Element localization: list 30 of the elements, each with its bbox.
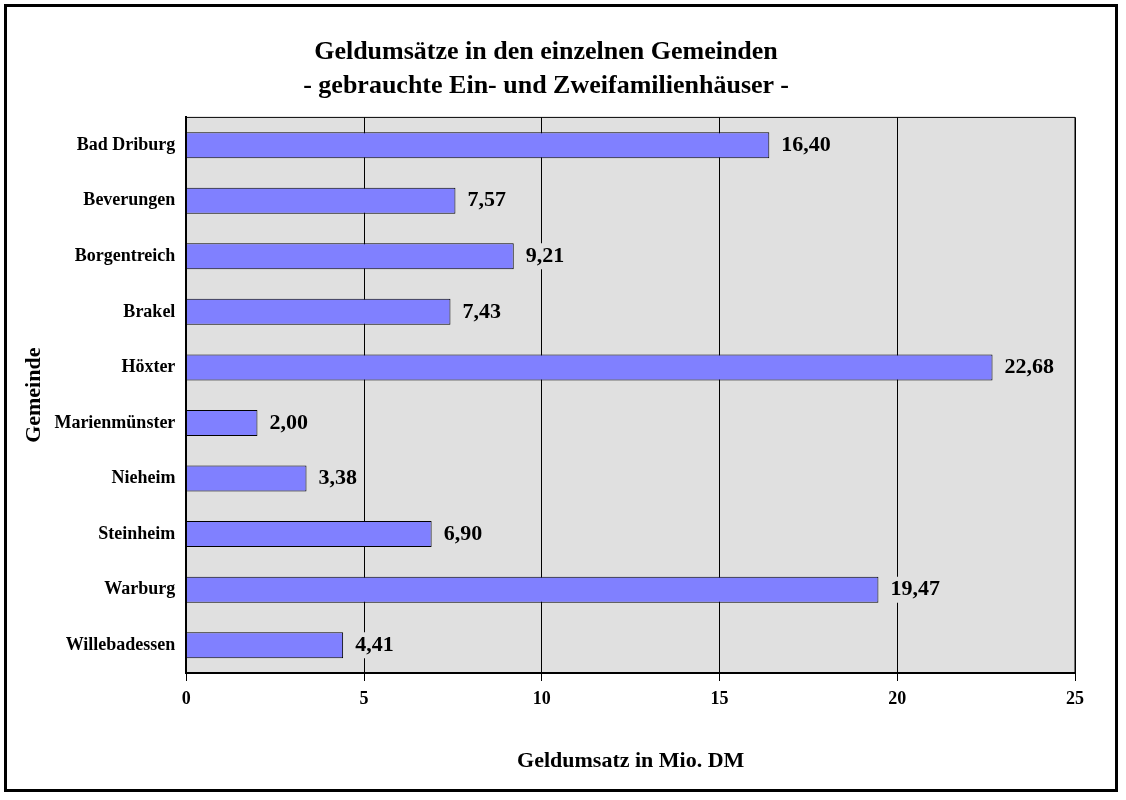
data-label: 19,47: [890, 575, 940, 601]
y-tick-label: Beverungen: [83, 189, 176, 210]
y-tick-label: Brakel: [123, 300, 176, 321]
chart-subtitle: - gebrauchte Ein- und Zweifamilienhäuser -: [303, 69, 789, 99]
data-label: 4,41: [355, 630, 394, 656]
y-tick-label: Höxter: [121, 356, 176, 377]
x-tick-label: 20: [888, 688, 907, 709]
y-axis-title: Gemeinde: [19, 347, 45, 443]
y-tick-label: Nieheim: [111, 467, 176, 488]
data-label: 2,00: [269, 408, 308, 434]
x-tick-label: 0: [181, 688, 191, 709]
y-tick-label: Willebadessen: [65, 633, 176, 654]
data-label: 22,68: [1004, 353, 1055, 379]
data-label: 16,40: [781, 130, 831, 156]
x-tick-label: 15: [710, 688, 729, 709]
y-tick-label: Borgentreich: [74, 244, 176, 265]
y-tick-label: Marienmünster: [54, 411, 176, 432]
x-tick-label: 10: [532, 688, 551, 709]
x-tick-label: 5: [359, 688, 369, 709]
data-label: 7,57: [467, 186, 506, 212]
x-axis-title: Geldumsatz in Mio. DM: [517, 747, 745, 773]
y-tick-label: Warburg: [104, 578, 176, 599]
y-tick-label: Steinheim: [98, 522, 176, 543]
chart-title: Geldumsätze in den einzelnen Gemeinden: [314, 36, 779, 66]
data-label: 3,38: [318, 464, 358, 490]
x-tick-label: 25: [1066, 688, 1084, 709]
data-label: 9,21: [525, 241, 565, 267]
y-tick-label: Bad Driburg: [76, 133, 176, 154]
data-label: 6,90: [443, 519, 483, 545]
data-label: 7,43: [462, 297, 501, 323]
